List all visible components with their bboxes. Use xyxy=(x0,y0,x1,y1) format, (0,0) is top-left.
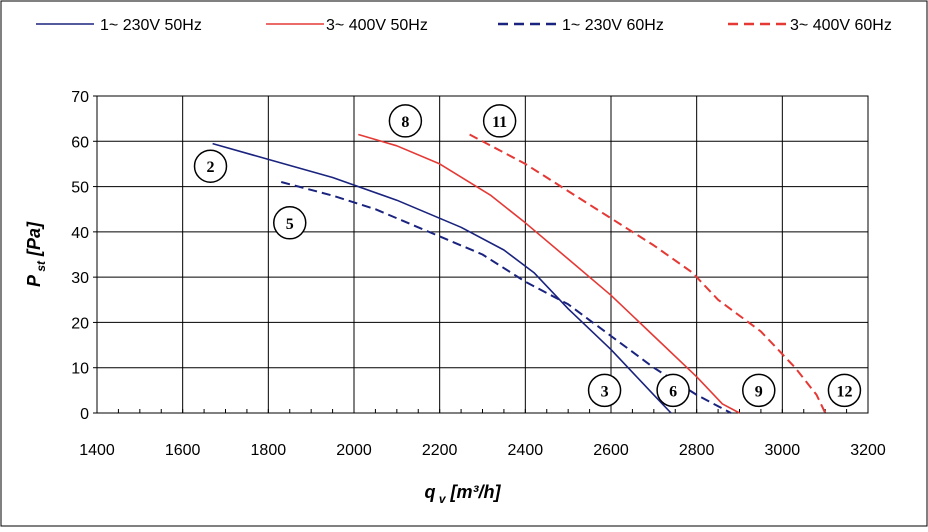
y-tick-label: 20 xyxy=(71,315,89,332)
curve-marker-label: 5 xyxy=(286,216,294,233)
series-line-2 xyxy=(358,133,740,414)
curve-marker-label: 8 xyxy=(401,114,409,131)
y-tick-label: 40 xyxy=(71,225,89,242)
curve-marker-circle xyxy=(742,373,776,408)
plot-area: 1400 1600 1800 2000 2200 2400 2600 2800 3000 3200… xyxy=(71,89,886,459)
curve-marker-label: 6 xyxy=(669,383,677,400)
series-line-4 xyxy=(469,133,827,414)
curve-marker-label: 11 xyxy=(492,114,507,131)
curve-marker-label: 2 xyxy=(207,159,215,176)
x-tick-label: 2000 xyxy=(336,442,372,459)
x-tick-label: 1800 xyxy=(251,442,287,459)
y-tick-label: 10 xyxy=(71,361,89,378)
series-line-1 xyxy=(212,142,672,414)
y-tick-label: 30 xyxy=(71,270,89,287)
curve-marker-label: 12 xyxy=(836,383,852,400)
legend-label-3: 1~ 230V 60Hz xyxy=(562,17,664,34)
legend-label-1: 1~ 230V 50Hz xyxy=(100,17,202,34)
curve-marker-circle xyxy=(656,373,690,408)
x-tick-label: 2400 xyxy=(508,442,544,459)
y-tick-label: 0 xyxy=(80,406,89,423)
x-tick-label: 1400 xyxy=(79,442,115,459)
curve-marker-circle xyxy=(827,373,862,408)
curve-marker-circle xyxy=(388,104,423,138)
legend-label-2: 3~ 400V 50Hz xyxy=(326,17,428,34)
y-axis-label: P st [Pa] xyxy=(24,221,48,287)
x-tick-label: 2800 xyxy=(679,442,715,459)
curve-marker-circle xyxy=(482,104,517,138)
curve-marker-label: 3 xyxy=(601,383,609,400)
x-tick-label: 1600 xyxy=(165,442,201,459)
curve-marker-label: 9 xyxy=(755,383,763,400)
x-tick-label: 2200 xyxy=(422,442,458,459)
x-tick-label: 2600 xyxy=(593,442,629,459)
curve-marker-circle xyxy=(193,149,228,183)
x-tick-label: 3200 xyxy=(850,442,886,459)
x-axis-label: q v [m³/h] xyxy=(425,482,502,506)
y-tick-label: 50 xyxy=(71,180,89,197)
y-tick-label: 60 xyxy=(71,134,89,151)
curve-marker-circle xyxy=(273,206,307,240)
curve-marker-circle xyxy=(587,373,622,408)
x-tick-label: 3000 xyxy=(765,442,801,459)
legend: 1~ 230V 50Hz 3~ 400V 50Hz 1~ 230V 60Hz 3~ 4… xyxy=(36,17,892,34)
legend-label-4: 3~ 400V 60Hz xyxy=(790,17,892,34)
y-tick-label: 70 xyxy=(71,89,89,106)
